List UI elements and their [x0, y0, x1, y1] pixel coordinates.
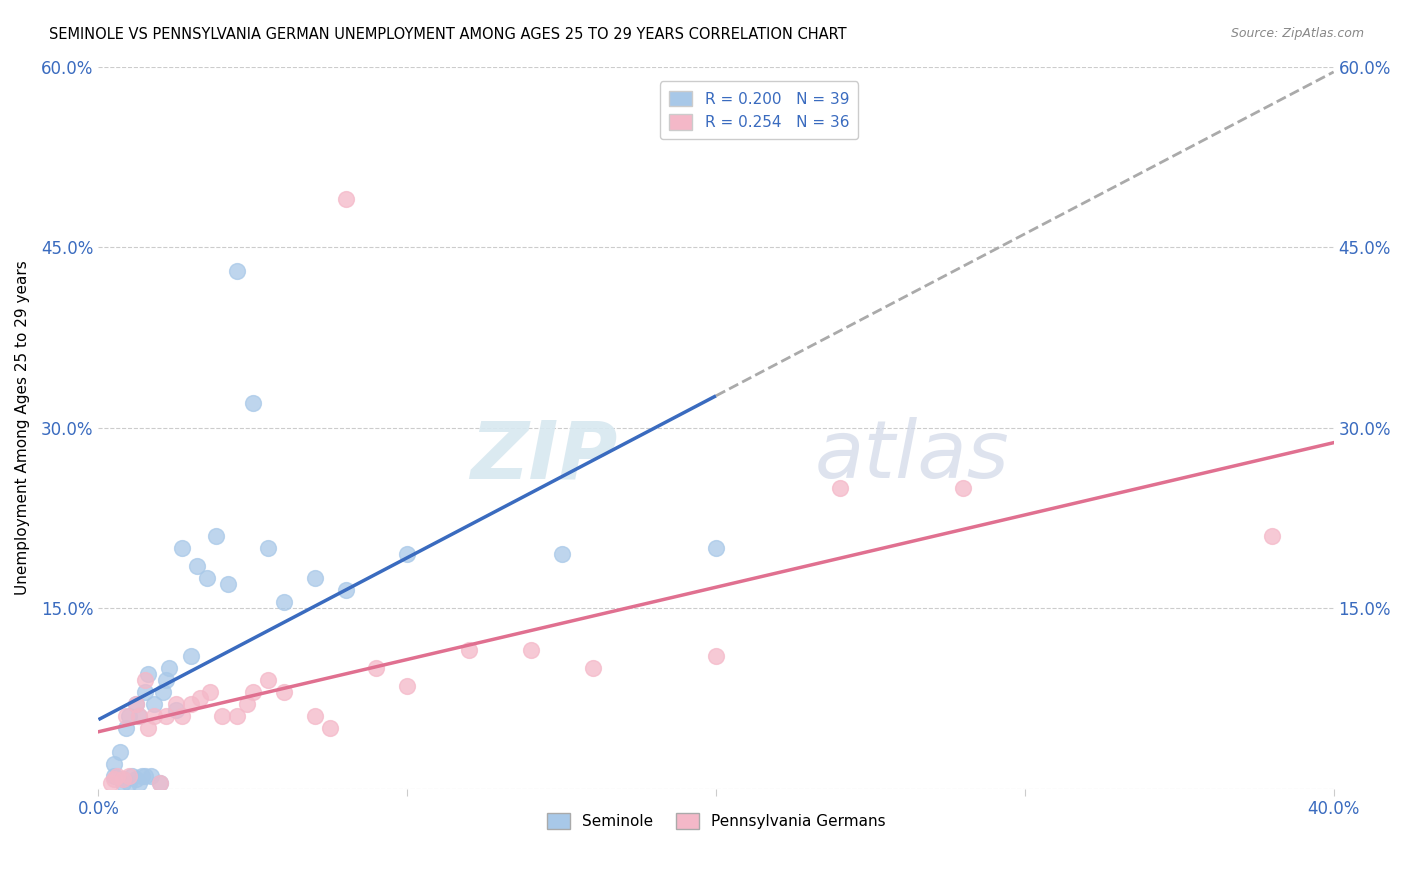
Point [704, 649, 727, 664]
Point [180, 649, 202, 664]
Legend: Seminole, Pennsylvania Germans: Seminole, Pennsylvania Germans [540, 807, 891, 835]
Point [226, 709, 249, 723]
Point [304, 709, 326, 723]
Point [136, 722, 159, 736]
Point [115, 709, 138, 723]
Point [103, 772, 125, 786]
Point [124, 698, 146, 712]
Text: atlas: atlas [815, 417, 1010, 495]
Point [304, 571, 326, 585]
Text: ZIP: ZIP [470, 417, 617, 495]
Point [396, 547, 419, 561]
Point [235, 698, 257, 712]
Point [198, 685, 221, 699]
Point [103, 757, 125, 772]
Point [100, 775, 122, 789]
Point [581, 661, 603, 675]
Point [124, 698, 146, 712]
Point [242, 685, 264, 699]
Point [704, 541, 727, 555]
Point [242, 396, 264, 410]
Point [139, 770, 162, 784]
Point [149, 775, 172, 789]
Point [165, 698, 187, 712]
Point [134, 685, 156, 699]
Point [103, 770, 125, 784]
Point [149, 775, 172, 789]
Point [112, 775, 135, 789]
Point [186, 558, 208, 573]
Y-axis label: Unemployment Among Ages 25 to 29 years: Unemployment Among Ages 25 to 29 years [15, 260, 30, 595]
Point [1261, 529, 1284, 543]
Point [458, 643, 481, 657]
Point [257, 673, 280, 688]
Point [152, 685, 174, 699]
Point [118, 770, 141, 784]
Point [112, 772, 135, 786]
Point [190, 691, 212, 706]
Point [143, 698, 166, 712]
Point [128, 709, 150, 723]
Point [952, 481, 974, 495]
Text: SEMINOLE VS PENNSYLVANIA GERMAN UNEMPLOYMENT AMONG AGES 25 TO 29 YEARS CORRELATI: SEMINOLE VS PENNSYLVANIA GERMAN UNEMPLOY… [49, 27, 846, 42]
Point [118, 775, 141, 789]
Point [335, 582, 357, 597]
Point [366, 661, 388, 675]
Point [134, 673, 156, 688]
Point [170, 541, 193, 555]
Point [257, 541, 280, 555]
Point [273, 595, 295, 609]
Point [112, 772, 135, 786]
Text: Source: ZipAtlas.com: Source: ZipAtlas.com [1230, 27, 1364, 40]
Point [170, 709, 193, 723]
Point [121, 770, 143, 784]
Point [136, 667, 159, 681]
Point [226, 264, 249, 278]
Point [128, 709, 150, 723]
Point [124, 772, 146, 786]
Point [195, 571, 218, 585]
Point [131, 770, 153, 784]
Point [550, 547, 572, 561]
Point [165, 703, 187, 717]
Point [211, 709, 233, 723]
Point [155, 709, 177, 723]
Point [319, 722, 342, 736]
Point [520, 643, 543, 657]
Point [105, 770, 128, 784]
Point [396, 679, 419, 693]
Point [155, 673, 177, 688]
Point [115, 722, 138, 736]
Point [108, 746, 131, 760]
Point [335, 192, 357, 206]
Point [828, 481, 851, 495]
Point [134, 770, 156, 784]
Point [159, 661, 181, 675]
Point [273, 685, 295, 699]
Point [128, 775, 150, 789]
Point [204, 529, 226, 543]
Point [118, 709, 141, 723]
Point [180, 698, 202, 712]
Point [143, 709, 166, 723]
Point [217, 577, 239, 591]
